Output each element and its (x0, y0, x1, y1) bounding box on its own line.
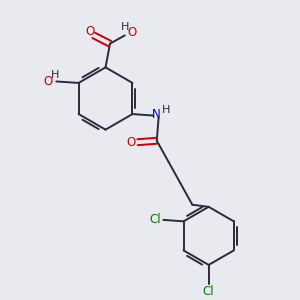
Text: Cl: Cl (149, 213, 161, 226)
Text: O: O (85, 25, 94, 38)
Text: H: H (161, 105, 170, 115)
Text: N: N (152, 108, 161, 121)
Text: H: H (121, 22, 129, 32)
Text: O: O (128, 26, 137, 39)
Text: O: O (126, 136, 136, 149)
Text: O: O (44, 75, 53, 88)
Text: H: H (51, 70, 59, 80)
Text: Cl: Cl (203, 285, 214, 298)
